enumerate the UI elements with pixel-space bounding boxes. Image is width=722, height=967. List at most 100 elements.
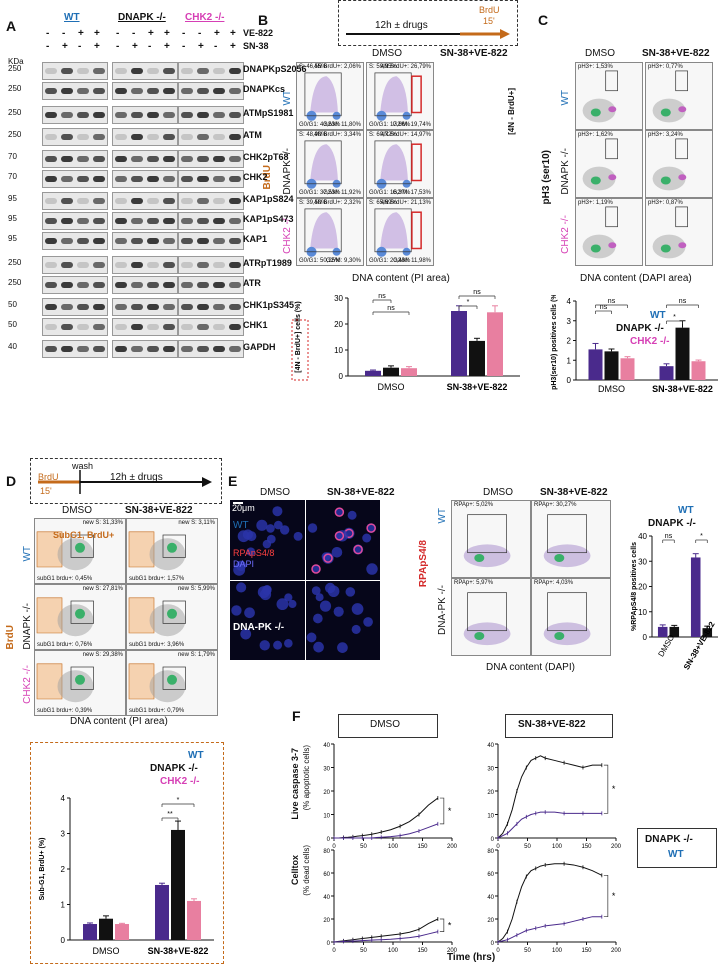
blot-band bbox=[115, 218, 127, 224]
gate-4n: 4N BrdU+: 21,13% bbox=[380, 200, 431, 206]
blot-band bbox=[147, 282, 159, 288]
blot-band bbox=[213, 346, 225, 352]
genotype-wt-d: WT bbox=[22, 546, 33, 562]
gate-s: S: 65,69% bbox=[369, 200, 397, 206]
panel-letter-c: C bbox=[538, 12, 549, 28]
rpa-focus bbox=[311, 564, 321, 574]
y-tick-label: 20 bbox=[323, 790, 330, 796]
flow-plot: pH3+: 1,53% bbox=[575, 62, 643, 130]
x-tick-label: 200 bbox=[447, 948, 458, 954]
sig-label: ns bbox=[378, 293, 386, 300]
blot-band bbox=[181, 324, 193, 330]
y-tick-label: 0 bbox=[327, 941, 331, 947]
legend-wt-c: WT bbox=[650, 310, 666, 321]
treatment-sign: - bbox=[148, 41, 152, 52]
blot-strip bbox=[112, 298, 178, 316]
cell-cloud bbox=[57, 604, 94, 637]
bar bbox=[657, 626, 668, 637]
rpa-focus bbox=[353, 544, 363, 555]
blot-band bbox=[147, 68, 159, 74]
x-tick-label: 100 bbox=[552, 948, 563, 954]
bar-chart-b: 0 10 20 30 DMSO SN-38+VE-822 [4N - BrdU+] cell… bbox=[291, 290, 520, 392]
core-cloud bbox=[554, 554, 565, 562]
blot-strip bbox=[112, 170, 178, 188]
category-label: DMSO bbox=[378, 382, 405, 392]
blot-strip bbox=[178, 170, 244, 188]
blot-strip bbox=[178, 232, 244, 250]
yaxis-brdu-d: BrdU bbox=[5, 625, 16, 650]
sig-label: * bbox=[467, 299, 470, 306]
blot-band bbox=[45, 282, 57, 288]
nucleus bbox=[244, 607, 255, 619]
bar bbox=[588, 349, 603, 380]
flow-density bbox=[304, 72, 342, 121]
flow-plot: RPAp+: 5,02% bbox=[451, 500, 531, 578]
core-cloud bbox=[167, 674, 177, 685]
treatment-sign: + bbox=[164, 28, 170, 39]
y-tick-label: 0 bbox=[567, 376, 572, 385]
cond-dmso-e2: DMSO bbox=[483, 487, 513, 498]
blot-band bbox=[93, 304, 105, 310]
blot-band bbox=[197, 282, 209, 288]
g2-cloud bbox=[608, 106, 617, 113]
y-tick-label: 60 bbox=[323, 872, 330, 878]
g1-cloud bbox=[660, 108, 671, 117]
gate-pct: RPAp+: 5,02% bbox=[454, 502, 494, 508]
xaxis-f: Time (hrs) bbox=[447, 952, 496, 963]
s-gate bbox=[304, 72, 342, 117]
nucleus bbox=[366, 563, 378, 575]
timeline-brdu-time-d: 15' bbox=[40, 486, 52, 496]
gate-sub: subG1 brdu+: 0,79% bbox=[129, 708, 185, 714]
treatment-sign: - bbox=[198, 28, 202, 39]
blot-strip bbox=[178, 150, 244, 168]
blot-band bbox=[61, 68, 73, 74]
blot-band bbox=[115, 198, 127, 204]
blot-band bbox=[93, 324, 105, 330]
blot-band bbox=[197, 68, 209, 74]
blot-strip bbox=[178, 298, 244, 316]
blot-band bbox=[229, 324, 241, 330]
blot-strip bbox=[112, 62, 178, 80]
sig-label: ns bbox=[600, 304, 608, 311]
flow-plot: new S: 27,81% subG1 brdu+: 0,76% bbox=[34, 584, 126, 650]
blot-band bbox=[115, 134, 127, 140]
gate-4n: 4N BrdU+: 2,06% bbox=[314, 64, 361, 70]
blot-band bbox=[181, 304, 193, 310]
y-tick-label: 3 bbox=[61, 830, 66, 839]
yaxis-celltox-f: Celltox bbox=[290, 855, 300, 886]
flow-plot: pH3+: 0,87% bbox=[645, 198, 713, 266]
blot-band bbox=[61, 262, 73, 268]
gate-sub: subG1 brdu+: 1,57% bbox=[129, 576, 185, 582]
gate-g2: G2/M: 11,80% bbox=[323, 122, 361, 128]
blot-band bbox=[77, 88, 89, 94]
legend-wt-f: WT bbox=[668, 849, 684, 860]
sig-label: ns bbox=[387, 305, 395, 312]
legend-wt-d: WT bbox=[188, 750, 204, 761]
ph3-gate bbox=[675, 70, 688, 92]
treatment-sign: - bbox=[62, 28, 66, 39]
gate-pct: pH3+: 3,24% bbox=[648, 132, 683, 138]
blot-strip bbox=[42, 62, 108, 80]
blot-band bbox=[229, 304, 241, 310]
gate-pct: pH3+: 1,53% bbox=[578, 64, 613, 70]
flow-plot: new S: 5,99% subG1 brdu+: 3,96% bbox=[126, 584, 218, 650]
blot-strip bbox=[112, 256, 178, 274]
bar bbox=[675, 327, 690, 380]
x-tick-label: 0 bbox=[496, 948, 500, 954]
ph3-gate bbox=[605, 206, 618, 228]
cond-dmso-d: DMSO bbox=[62, 505, 92, 516]
blot-band bbox=[115, 324, 127, 330]
blot-strip bbox=[42, 192, 108, 210]
bar bbox=[659, 366, 674, 380]
blot-label: DNAPKpS2056 bbox=[243, 64, 307, 74]
g2-cloud bbox=[678, 242, 687, 249]
rpa-focus bbox=[334, 507, 345, 517]
blot-strip bbox=[42, 106, 108, 124]
flow-density bbox=[582, 138, 618, 191]
genotype-dnapk-e2: DNA-PK -/- bbox=[437, 585, 448, 635]
y-tick-label: 60 bbox=[487, 872, 494, 878]
blot-band bbox=[147, 112, 159, 118]
panel-letter-d: D bbox=[6, 473, 17, 489]
y-tick-label: 3 bbox=[567, 317, 572, 326]
s-phase-cloud bbox=[380, 144, 408, 181]
